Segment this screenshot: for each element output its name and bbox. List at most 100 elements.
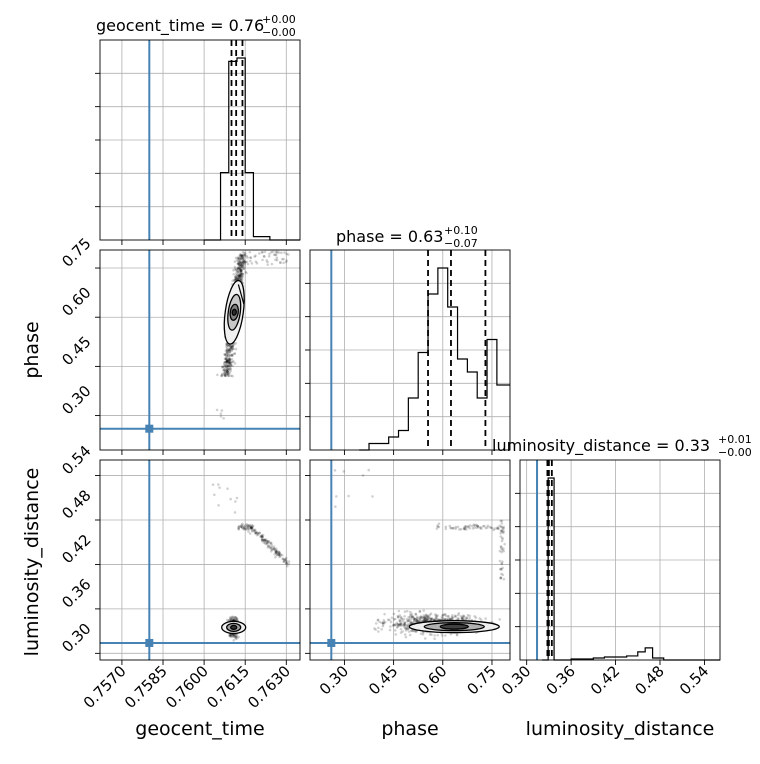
sample-point bbox=[501, 536, 504, 540]
sample-point bbox=[238, 274, 241, 278]
sample-point bbox=[224, 371, 227, 374]
sample-point bbox=[272, 547, 276, 551]
sample-point bbox=[282, 257, 285, 261]
sample-point bbox=[403, 622, 406, 626]
sample-point bbox=[454, 525, 458, 529]
sample-point bbox=[388, 628, 392, 632]
sample-point bbox=[444, 614, 448, 618]
sample-point bbox=[499, 531, 502, 535]
sample-point bbox=[275, 551, 278, 554]
sample-point bbox=[410, 629, 413, 632]
sample-point bbox=[238, 263, 242, 267]
sample-point bbox=[266, 260, 269, 264]
sample-point bbox=[263, 538, 266, 542]
sample-point bbox=[237, 271, 240, 275]
sample-point bbox=[228, 634, 232, 638]
sample-point bbox=[270, 547, 273, 550]
sample-point bbox=[236, 257, 240, 260]
sample-point bbox=[227, 349, 230, 353]
sample-point bbox=[221, 365, 224, 368]
sample-point bbox=[248, 532, 252, 535]
sample-point bbox=[371, 495, 374, 498]
sample-point bbox=[382, 621, 386, 625]
sample-point bbox=[413, 617, 416, 621]
sample-point bbox=[279, 261, 282, 265]
sample-point bbox=[434, 616, 438, 620]
sample-point bbox=[476, 524, 480, 528]
sample-point bbox=[235, 637, 239, 640]
sample-point bbox=[241, 256, 244, 259]
sample-point bbox=[408, 615, 412, 619]
sample-point bbox=[238, 261, 242, 264]
sample-point bbox=[414, 617, 418, 621]
sample-point bbox=[446, 615, 450, 618]
sample-point bbox=[232, 616, 236, 620]
sample-point bbox=[223, 353, 227, 356]
sample-point bbox=[275, 553, 279, 557]
sample-point bbox=[462, 526, 466, 530]
sample-point bbox=[244, 527, 248, 531]
sample-point bbox=[245, 525, 249, 528]
sample-point bbox=[225, 365, 229, 369]
sample-point bbox=[277, 552, 281, 556]
sample-point bbox=[449, 526, 452, 530]
sample-point bbox=[246, 526, 249, 529]
sample-point bbox=[240, 256, 243, 260]
sample-point bbox=[262, 254, 266, 258]
sample-point bbox=[285, 559, 288, 563]
sample-point bbox=[227, 351, 231, 355]
sample-point bbox=[225, 353, 228, 357]
sample-point bbox=[226, 349, 229, 353]
sample-point bbox=[240, 523, 243, 527]
sample-point bbox=[233, 511, 237, 514]
title-luminosity-distance: luminosity_distance = 0.33 bbox=[492, 436, 710, 456]
sample-point bbox=[230, 347, 233, 351]
sample-point bbox=[273, 548, 277, 552]
sample-point bbox=[225, 365, 229, 368]
sample-point bbox=[228, 634, 232, 638]
sample-point bbox=[224, 369, 227, 373]
sample-point bbox=[463, 527, 467, 531]
sample-point bbox=[286, 253, 290, 256]
sample-point bbox=[239, 269, 243, 273]
sample-point bbox=[224, 369, 227, 373]
sample-point bbox=[283, 558, 286, 561]
sample-point bbox=[347, 494, 350, 498]
title-luminosity-distance-plus: +0.01 bbox=[718, 433, 752, 446]
sample-point bbox=[392, 618, 396, 621]
sample-point bbox=[242, 527, 245, 531]
sample-point bbox=[225, 343, 228, 346]
sample-point bbox=[285, 564, 289, 568]
sample-point bbox=[230, 635, 233, 639]
sample-point bbox=[226, 487, 229, 490]
sample-point bbox=[376, 619, 380, 622]
sample-point bbox=[240, 277, 243, 281]
sample-point bbox=[242, 259, 246, 262]
sample-point bbox=[240, 261, 243, 264]
sample-point bbox=[231, 635, 235, 638]
sample-point bbox=[272, 545, 276, 548]
sample-point bbox=[226, 344, 229, 347]
sample-point bbox=[490, 526, 494, 530]
sample-point bbox=[448, 524, 452, 528]
sample-point bbox=[395, 626, 399, 629]
sample-point bbox=[246, 256, 249, 259]
sample-point bbox=[253, 255, 257, 258]
sample-point bbox=[407, 615, 411, 619]
contour-tail bbox=[237, 284, 245, 305]
sample-point bbox=[232, 272, 236, 276]
sample-point bbox=[342, 470, 345, 473]
sample-point bbox=[390, 616, 394, 620]
sample-point bbox=[443, 617, 447, 621]
sample-point bbox=[474, 616, 478, 619]
sample-point bbox=[253, 528, 257, 532]
sample-point bbox=[230, 345, 233, 349]
sample-point bbox=[381, 624, 385, 628]
sample-point bbox=[255, 261, 259, 265]
sample-point bbox=[274, 253, 277, 257]
sample-point bbox=[435, 614, 439, 618]
sample-point bbox=[250, 526, 254, 530]
sample-point bbox=[260, 535, 264, 538]
sample-point bbox=[478, 526, 482, 530]
